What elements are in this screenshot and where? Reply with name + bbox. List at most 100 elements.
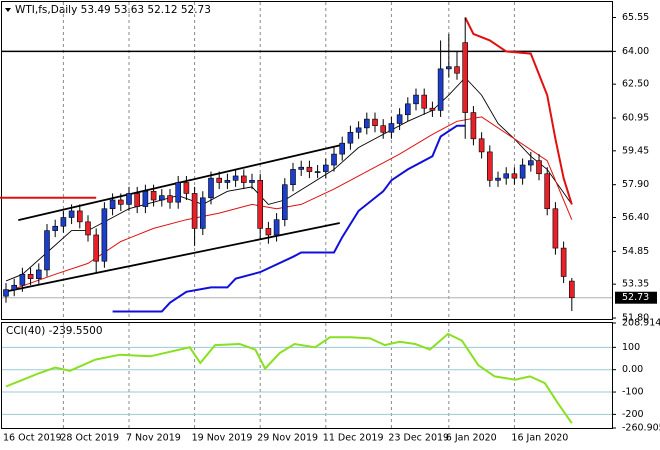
- candle-body: [93, 234, 99, 262]
- y-tick-label: 100: [622, 342, 640, 353]
- candle-body: [117, 199, 124, 205]
- indicator-line: [5, 116, 573, 293]
- menu-arrow: [5, 8, 11, 12]
- y-tick-label: 56.40: [622, 212, 649, 223]
- candle-body: [396, 114, 403, 124]
- candle-body: [19, 274, 26, 286]
- candle-body: [372, 118, 378, 126]
- y-tick-label: 53.35: [622, 279, 649, 290]
- candle-body: [150, 190, 157, 201]
- candle-body: [454, 66, 460, 74]
- candle-body: [487, 151, 493, 181]
- candle-body: [11, 284, 17, 290]
- candle-body: [413, 94, 419, 105]
- candle-body: [44, 230, 50, 271]
- last-price-box: [615, 291, 657, 304]
- y-tick-label: -200: [622, 409, 644, 420]
- trendline: [3, 222, 340, 293]
- candle-body: [101, 208, 108, 262]
- candle-body: [364, 118, 370, 129]
- y-tick-label: 65.55: [622, 12, 649, 23]
- candle-body: [240, 175, 247, 183]
- candle-body: [347, 131, 354, 144]
- candle-body: [380, 125, 387, 133]
- candle-body: [134, 193, 140, 207]
- candle-body: [421, 94, 428, 109]
- candle-body: [298, 166, 305, 170]
- candle-body: [208, 177, 214, 199]
- x-tick-label: 6 Jan 2020: [446, 433, 497, 444]
- y-tick-label: 60.95: [622, 113, 649, 124]
- chart-title: WTI,fs,Daily 53.49 53.63 52.12 52.73: [15, 4, 211, 16]
- candle-body: [536, 160, 542, 175]
- candle-body: [175, 182, 181, 203]
- candle-body: [519, 164, 526, 179]
- candle-body: [282, 184, 288, 220]
- y-tick-label: -100: [622, 387, 644, 398]
- indicator-title: CCI(40) -239.5500: [6, 325, 103, 337]
- candle-body: [232, 175, 239, 181]
- candle-body: [126, 193, 132, 205]
- candle-body: [446, 66, 452, 70]
- y-tick-label: -260.905: [622, 423, 660, 434]
- candle-body: [158, 195, 165, 201]
- y-tick-label: 54.85: [622, 246, 649, 257]
- candle-body: [265, 228, 272, 236]
- candle-body: [191, 193, 198, 229]
- candle-body: [142, 190, 149, 207]
- candle-body: [323, 164, 329, 172]
- y-tick-label: 0.00: [622, 364, 643, 375]
- candle-body: [569, 280, 575, 299]
- candle-body: [249, 180, 255, 183]
- y-tick-label: 59.45: [622, 145, 649, 156]
- candle-body: [462, 42, 469, 113]
- candle-body: [495, 177, 501, 181]
- candle-body: [257, 180, 264, 229]
- candle-body: [437, 68, 444, 111]
- candle-body: [478, 138, 485, 153]
- candle-body: [528, 160, 534, 166]
- x-tick-label: 16 Jan 2020: [511, 433, 568, 444]
- indicator-line: [112, 124, 466, 313]
- candle-body: [470, 112, 477, 140]
- candle-body: [35, 269, 42, 279]
- y-tick-label: 57.90: [622, 179, 649, 190]
- last-price-label: 52.73: [622, 292, 649, 303]
- y-tick-label: 64.00: [622, 46, 649, 57]
- candle-body: [355, 127, 362, 133]
- candle-body: [429, 107, 436, 111]
- x-tick-label: 16 Oct 2019: [3, 433, 62, 444]
- x-tick-label: 11 Dec 2019: [323, 433, 384, 444]
- x-tick-label: 23 Dec 2019: [388, 433, 449, 444]
- candle-body: [552, 208, 559, 249]
- candle-body: [3, 289, 9, 297]
- y-tick-label: 62.50: [622, 79, 649, 90]
- candle-body: [331, 153, 337, 166]
- candle-body: [503, 173, 510, 179]
- x-tick-label: 29 Nov 2019: [257, 433, 318, 444]
- candle-body: [224, 180, 231, 183]
- candle-body: [339, 142, 346, 155]
- candle-body: [167, 195, 173, 203]
- candle-body: [405, 103, 411, 116]
- candle-body: [52, 225, 58, 231]
- candle-body: [314, 171, 321, 173]
- candle-body: [560, 247, 567, 277]
- x-tick-label: 7 Nov 2019: [126, 433, 181, 444]
- candle-body: [544, 173, 551, 210]
- candle-body: [109, 199, 116, 210]
- y-tick-label: 51.80: [622, 313, 649, 324]
- x-tick-label: 28 Oct 2019: [60, 433, 119, 444]
- candle-body: [306, 166, 313, 172]
- candle-body: [85, 221, 91, 236]
- indicator-line: [5, 76, 573, 282]
- candle-body: [68, 210, 75, 218]
- candle-body: [388, 123, 395, 133]
- candle-body: [76, 210, 83, 223]
- candle-body: [183, 182, 190, 194]
- cci-line: [5, 332, 573, 424]
- main-frame: [1, 1, 613, 320]
- candle-body: [273, 219, 280, 236]
- candle-body: [199, 197, 206, 229]
